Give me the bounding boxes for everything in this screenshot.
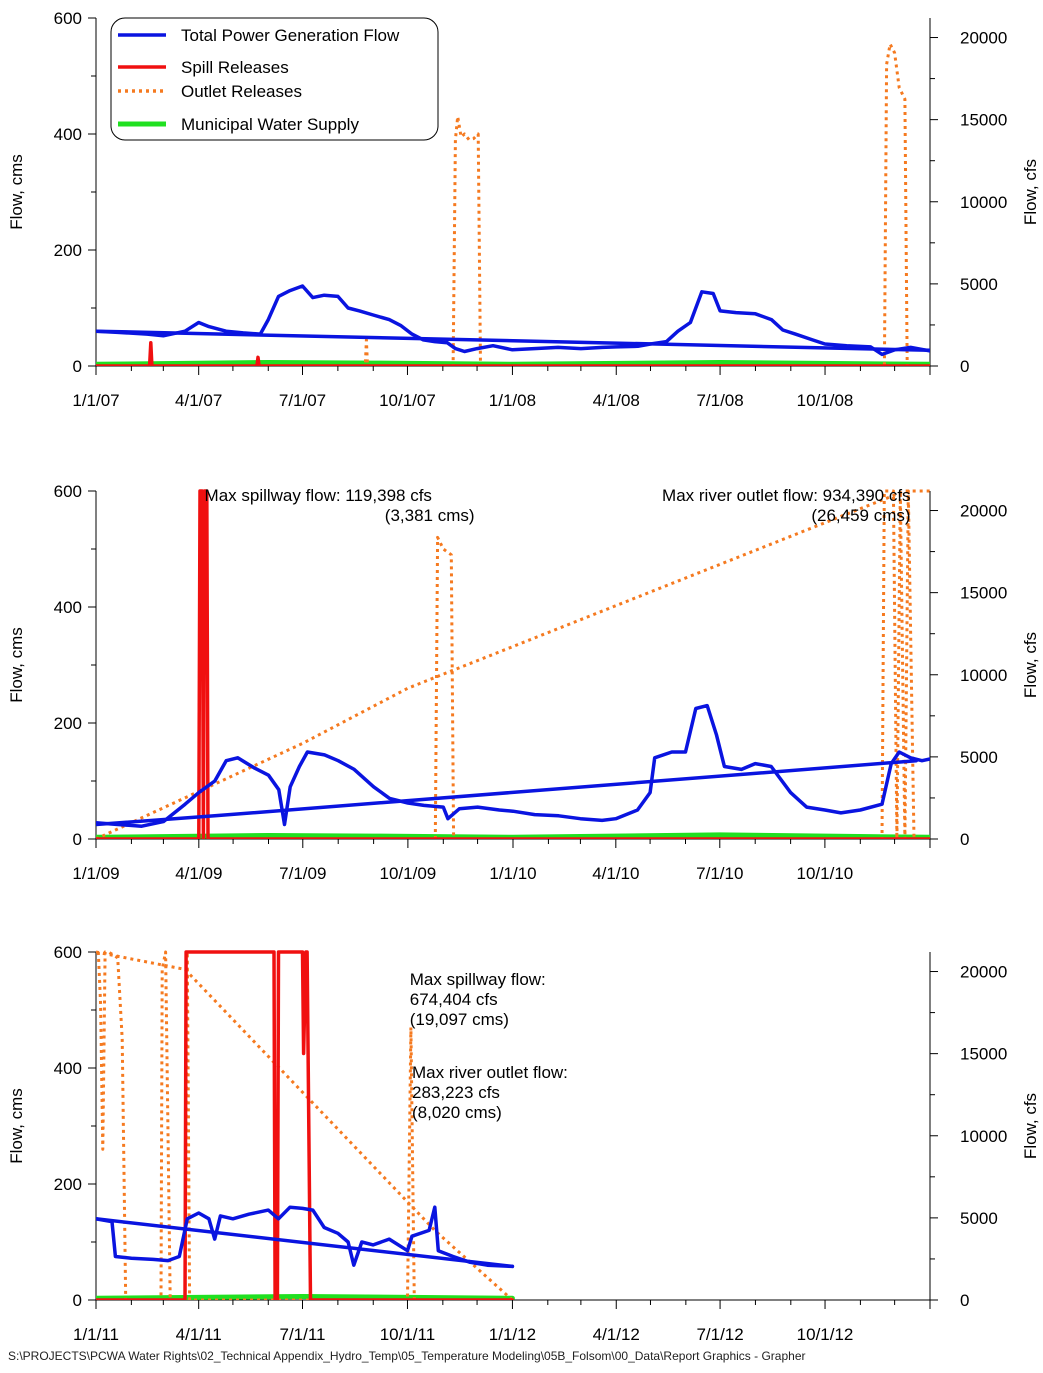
y2-tick-label: 5000 bbox=[960, 748, 998, 767]
y-axis-title: Flow, cms bbox=[7, 1088, 26, 1164]
x-tick-label: 10/1/10 bbox=[797, 864, 854, 883]
x-tick-label: 1/1/08 bbox=[489, 391, 536, 410]
y-tick-label: 0 bbox=[73, 357, 82, 376]
series-spill-releases bbox=[96, 950, 515, 1300]
y-tick-label: 400 bbox=[54, 1059, 82, 1078]
series-outlet-releases bbox=[96, 489, 930, 839]
series-spill-releases bbox=[96, 489, 930, 839]
y-axis-title: Flow, cms bbox=[7, 627, 26, 703]
series-total-power-generation-flow bbox=[96, 703, 930, 828]
annotation-text: (3,381 cms) bbox=[385, 506, 475, 525]
y-tick-label: 0 bbox=[73, 830, 82, 849]
annotation-text: 674,404 cfs bbox=[410, 990, 498, 1009]
y-tick-label: 400 bbox=[54, 125, 82, 144]
plot-area bbox=[96, 950, 515, 1300]
x-tick-label: 7/1/10 bbox=[696, 864, 743, 883]
y-axis-title: Flow, cms bbox=[7, 154, 26, 230]
chart-panel-1: 0 200 400 600 0 5000 10000 15000 20000 1/1/07 4/1/… bbox=[7, 9, 1040, 410]
series-outlet-releases bbox=[96, 42, 930, 366]
legend-label-outlet: Outlet Releases bbox=[181, 82, 302, 101]
x-tick-label: 4/1/07 bbox=[175, 391, 222, 410]
y-tick-label: 200 bbox=[54, 1175, 82, 1194]
x-tick-label: 4/1/10 bbox=[592, 864, 639, 883]
legend-label-spill: Spill Releases bbox=[181, 58, 289, 77]
x-tick-label: 1/1/09 bbox=[72, 864, 119, 883]
y2-tick-label: 15000 bbox=[960, 111, 1007, 130]
x-tick-label: 7/1/08 bbox=[696, 391, 743, 410]
y-tick-label: 400 bbox=[54, 598, 82, 617]
series-power-generation-trend bbox=[96, 758, 919, 827]
legend-label-power: Total Power Generation Flow bbox=[181, 26, 400, 45]
y2-tick-label: 10000 bbox=[960, 193, 1007, 212]
x-tick-label: 7/1/07 bbox=[279, 391, 326, 410]
series-municipal-water-supply bbox=[96, 1294, 515, 1300]
y-tick-label: 0 bbox=[73, 1291, 82, 1310]
x-tick-label: 1/1/07 bbox=[72, 391, 119, 410]
annotation-text: Max spillway flow: bbox=[410, 970, 546, 989]
series-total-power-generation-flow bbox=[96, 1205, 515, 1269]
file-path-footer: S:\PROJECTS\PCWA Water Rights\02_Technic… bbox=[8, 1349, 806, 1363]
annotation-text: Max river outlet flow: bbox=[412, 1063, 568, 1082]
x-tick-label: 4/1/08 bbox=[593, 391, 640, 410]
x-tick-label: 1/1/10 bbox=[489, 864, 536, 883]
x-tick-label: 4/1/12 bbox=[593, 1325, 640, 1344]
annotation-text: (8,020 cms) bbox=[412, 1103, 502, 1122]
legend-box bbox=[110, 17, 439, 141]
annotation-text: 283,223 cfs bbox=[412, 1083, 500, 1102]
chart-panel-3: 0 200 400 600 0 5000 10000 15000 20000 1/1/11 4/1/… bbox=[7, 943, 1040, 1344]
y2-tick-label: 20000 bbox=[960, 29, 1007, 48]
y2-tick-label: 15000 bbox=[960, 584, 1007, 603]
y2-axis-title: Flow, cfs bbox=[1021, 632, 1040, 698]
plot-area bbox=[96, 489, 930, 839]
y-tick-label: 200 bbox=[54, 241, 82, 260]
y-tick-label: 600 bbox=[54, 943, 82, 962]
x-tick-label: 7/1/09 bbox=[279, 864, 326, 883]
x-tick-label: 10/1/07 bbox=[379, 391, 436, 410]
plot-area bbox=[96, 42, 930, 366]
y-tick-label: 600 bbox=[54, 482, 82, 501]
legend: Total Power Generation Flow Spill Release… bbox=[110, 17, 439, 141]
x-tick-label: 1/1/11 bbox=[73, 1325, 119, 1344]
x-tick-label: 4/1/11 bbox=[176, 1325, 222, 1344]
chart-panel-2: 0 200 400 600 0 5000 10000 15000 20000 1/1/09 4/1/… bbox=[7, 482, 1040, 883]
series-power-generation-trend bbox=[96, 329, 930, 353]
legend-label-municipal: Municipal Water Supply bbox=[181, 115, 359, 134]
y-tick-label: 600 bbox=[54, 9, 82, 28]
x-tick-label: 1/1/12 bbox=[489, 1325, 536, 1344]
y2-tick-label: 20000 bbox=[960, 963, 1007, 982]
x-tick-label: 10/1/09 bbox=[380, 864, 437, 883]
series-outlet-releases-spikes bbox=[96, 950, 416, 1300]
y-tick-label: 200 bbox=[54, 714, 82, 733]
series-outlet-releases-spikes bbox=[433, 489, 916, 839]
y2-tick-label: 20000 bbox=[960, 502, 1007, 521]
annotation-text: Max spillway flow: 119,398 cfs bbox=[205, 486, 432, 505]
annotation-text: Max river outlet flow: 934,390 cfs bbox=[662, 486, 911, 505]
y2-tick-label: 10000 bbox=[960, 666, 1007, 685]
x-tick-label: 10/1/12 bbox=[797, 1325, 854, 1344]
x-tick-label: 4/1/09 bbox=[175, 864, 222, 883]
y2-tick-label: 0 bbox=[960, 357, 969, 376]
x-tick-label: 7/1/12 bbox=[696, 1325, 743, 1344]
y2-tick-label: 0 bbox=[960, 1291, 969, 1310]
y2-tick-label: 10000 bbox=[960, 1127, 1007, 1146]
series-power-generation-trend bbox=[96, 1217, 515, 1269]
series-municipal-water-supply bbox=[96, 832, 930, 839]
annotation-text: (19,097 cms) bbox=[410, 1010, 509, 1029]
series-outlet-releases bbox=[96, 950, 514, 1300]
y2-axis-title: Flow, cfs bbox=[1021, 1093, 1040, 1159]
x-tick-label: 10/1/08 bbox=[797, 391, 854, 410]
y2-tick-label: 5000 bbox=[960, 275, 998, 294]
series-municipal-water-supply bbox=[96, 360, 930, 366]
y2-tick-label: 15000 bbox=[960, 1045, 1007, 1064]
annotation-text: (26,459 cms) bbox=[811, 506, 910, 525]
y2-tick-label: 5000 bbox=[960, 1209, 998, 1228]
y2-tick-label: 0 bbox=[960, 830, 969, 849]
series-spill-releases bbox=[96, 341, 930, 366]
series-total-power-generation-flow bbox=[96, 284, 930, 357]
y2-axis-title: Flow, cfs bbox=[1021, 159, 1040, 225]
x-tick-label: 7/1/11 bbox=[279, 1325, 325, 1344]
x-tick-label: 10/1/11 bbox=[380, 1325, 435, 1344]
